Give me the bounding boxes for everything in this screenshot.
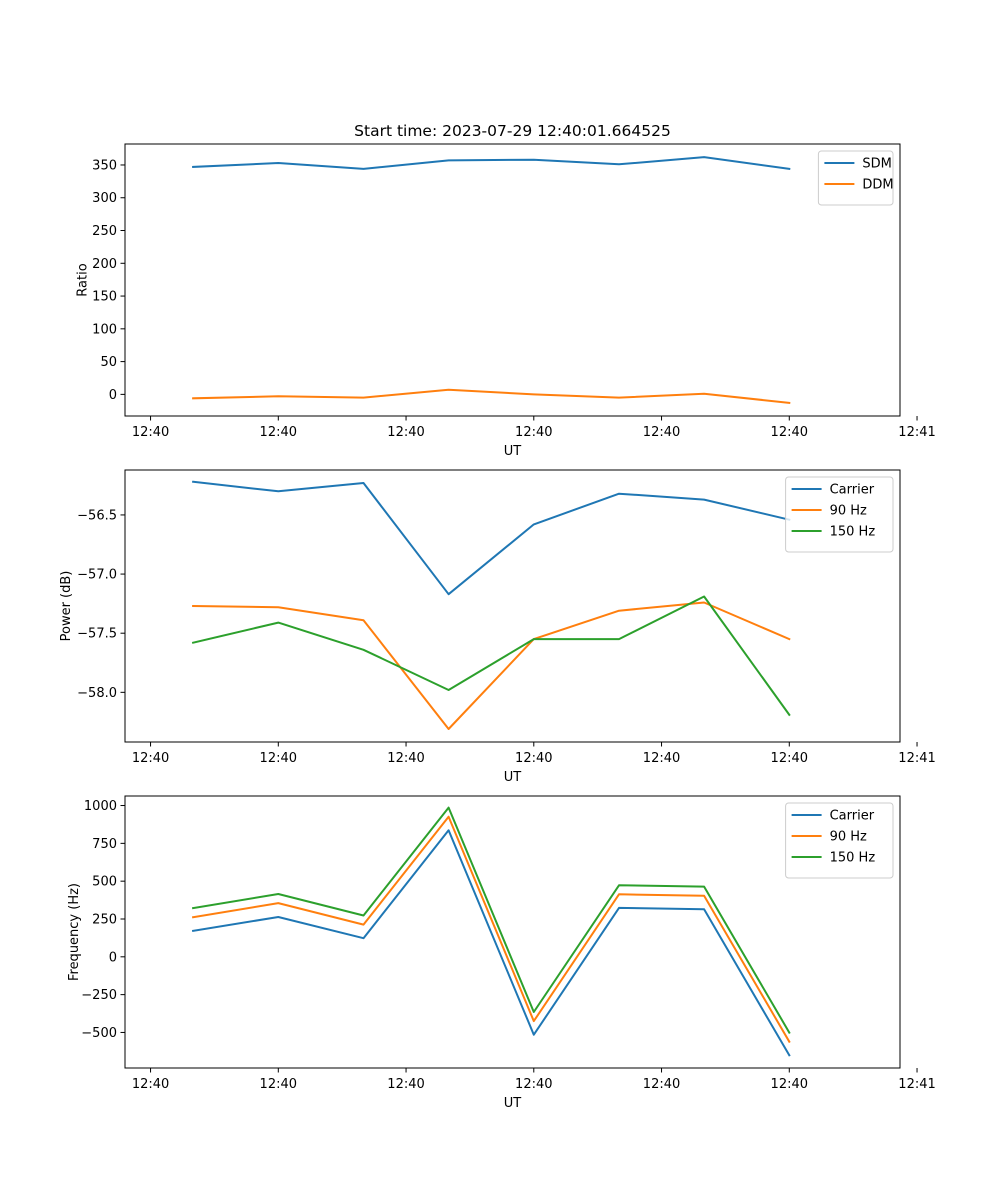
x-tick-label: 12:40	[643, 1077, 680, 1092]
y-tick-label: 150	[92, 290, 117, 305]
x-tick-label: 12:40	[643, 751, 680, 766]
y-tick-label: 300	[92, 191, 117, 206]
y-tick-label: 0	[109, 950, 117, 965]
series-line-sdm	[192, 156, 791, 171]
series-line-carrier	[191, 480, 791, 596]
series-line-carrier	[191, 829, 791, 1057]
x-tick-label: 12:40	[260, 751, 297, 766]
legend-label: DDM	[862, 178, 893, 193]
x-tick-label: 12:41	[898, 751, 935, 766]
x-tick-label: 12:40	[387, 1077, 424, 1092]
y-tick-label: −57.0	[77, 568, 117, 583]
legend-label: Carrier	[830, 809, 875, 824]
x-tick-label: 12:40	[515, 751, 552, 766]
series-line-ddm	[192, 388, 791, 405]
series-line-150-hz	[191, 806, 791, 1034]
y-tick-label: −500	[81, 1026, 117, 1041]
x-tick-label: 12:40	[132, 751, 169, 766]
y-tick-label: −58.0	[77, 686, 117, 701]
y-axis-label: Power (dB)	[59, 571, 74, 642]
x-tick-label: 12:40	[771, 425, 808, 440]
y-tick-label: −250	[81, 988, 117, 1003]
x-tick-label: 12:40	[132, 425, 169, 440]
x-tick-label: 12:40	[260, 425, 297, 440]
chart-panel-2: 12:40 12:40 12:40 12:40 12:40 12:40 12:41 −56.5…	[59, 469, 936, 785]
x-axis-label: UT	[504, 444, 522, 459]
x-tick-label: 12:40	[260, 1077, 297, 1092]
y-tick-label: −56.5	[77, 508, 117, 523]
y-tick-label: 250	[92, 912, 117, 927]
x-tick-label: 12:40	[515, 425, 552, 440]
axes-frame	[124, 795, 901, 1069]
legend-box	[817, 150, 894, 206]
legend-label: Carrier	[830, 483, 875, 498]
x-tick-label: 12:40	[771, 1077, 808, 1092]
y-tick-label: 1000	[84, 799, 117, 814]
y-tick-label: 750	[92, 837, 117, 852]
y-tick-label: 100	[92, 322, 117, 337]
x-tick-label: 12:41	[898, 425, 935, 440]
y-tick-label: 200	[92, 257, 117, 272]
axes-frame	[124, 469, 901, 743]
x-tick-label: 12:40	[387, 751, 424, 766]
chart-title: Start time: 2023-07-29 12:40:01.664525	[354, 122, 671, 140]
legend-label: 150 Hz	[830, 525, 876, 540]
chart-panel-1: 12:40 12:40 12:40 12:40 12:40 12:40 12:41 0 50 10…	[75, 122, 935, 459]
x-tick-label: 12:40	[771, 751, 808, 766]
x-tick-label: 12:40	[387, 425, 424, 440]
y-tick-label: 50	[100, 355, 117, 370]
legend: SDM DDM	[817, 150, 894, 206]
y-tick-label: −57.5	[77, 627, 117, 642]
x-axis-label: UT	[504, 1096, 522, 1111]
y-tick-label: 250	[92, 224, 117, 239]
y-tick-label: 350	[92, 158, 117, 173]
legend-label: 150 Hz	[830, 851, 876, 866]
chart-panel-3: 12:40 12:40 12:40 12:40 12:40 12:40 12:41 −500 −…	[67, 795, 936, 1111]
axes-frame	[124, 143, 901, 417]
x-tick-label: 12:40	[515, 1077, 552, 1092]
legend-label: SDM	[862, 157, 891, 172]
x-tick-label: 12:41	[898, 1077, 935, 1092]
series-line-150-hz	[191, 595, 791, 717]
y-tick-label: 500	[92, 875, 117, 890]
y-axis-label: Frequency (Hz)	[67, 883, 82, 981]
chart-panels: 12:40 12:40 12:40 12:40 12:40 12:40 12:41 0 50 10…	[59, 122, 936, 1111]
y-axis-label: Ratio	[75, 263, 90, 296]
x-tick-label: 12:40	[132, 1077, 169, 1092]
y-tick-label: 0	[109, 388, 117, 403]
legend-label: 90 Hz	[830, 504, 867, 519]
legend-label: 90 Hz	[830, 830, 867, 845]
x-axis-label: UT	[504, 770, 522, 785]
legend: Carrier 90 Hz 150 Hz	[785, 802, 894, 879]
legend-box	[785, 802, 894, 879]
legend: Carrier 90 Hz 150 Hz	[785, 476, 894, 553]
x-tick-label: 12:40	[643, 425, 680, 440]
legend-box	[785, 476, 894, 553]
series-line-90-hz	[191, 815, 791, 1044]
